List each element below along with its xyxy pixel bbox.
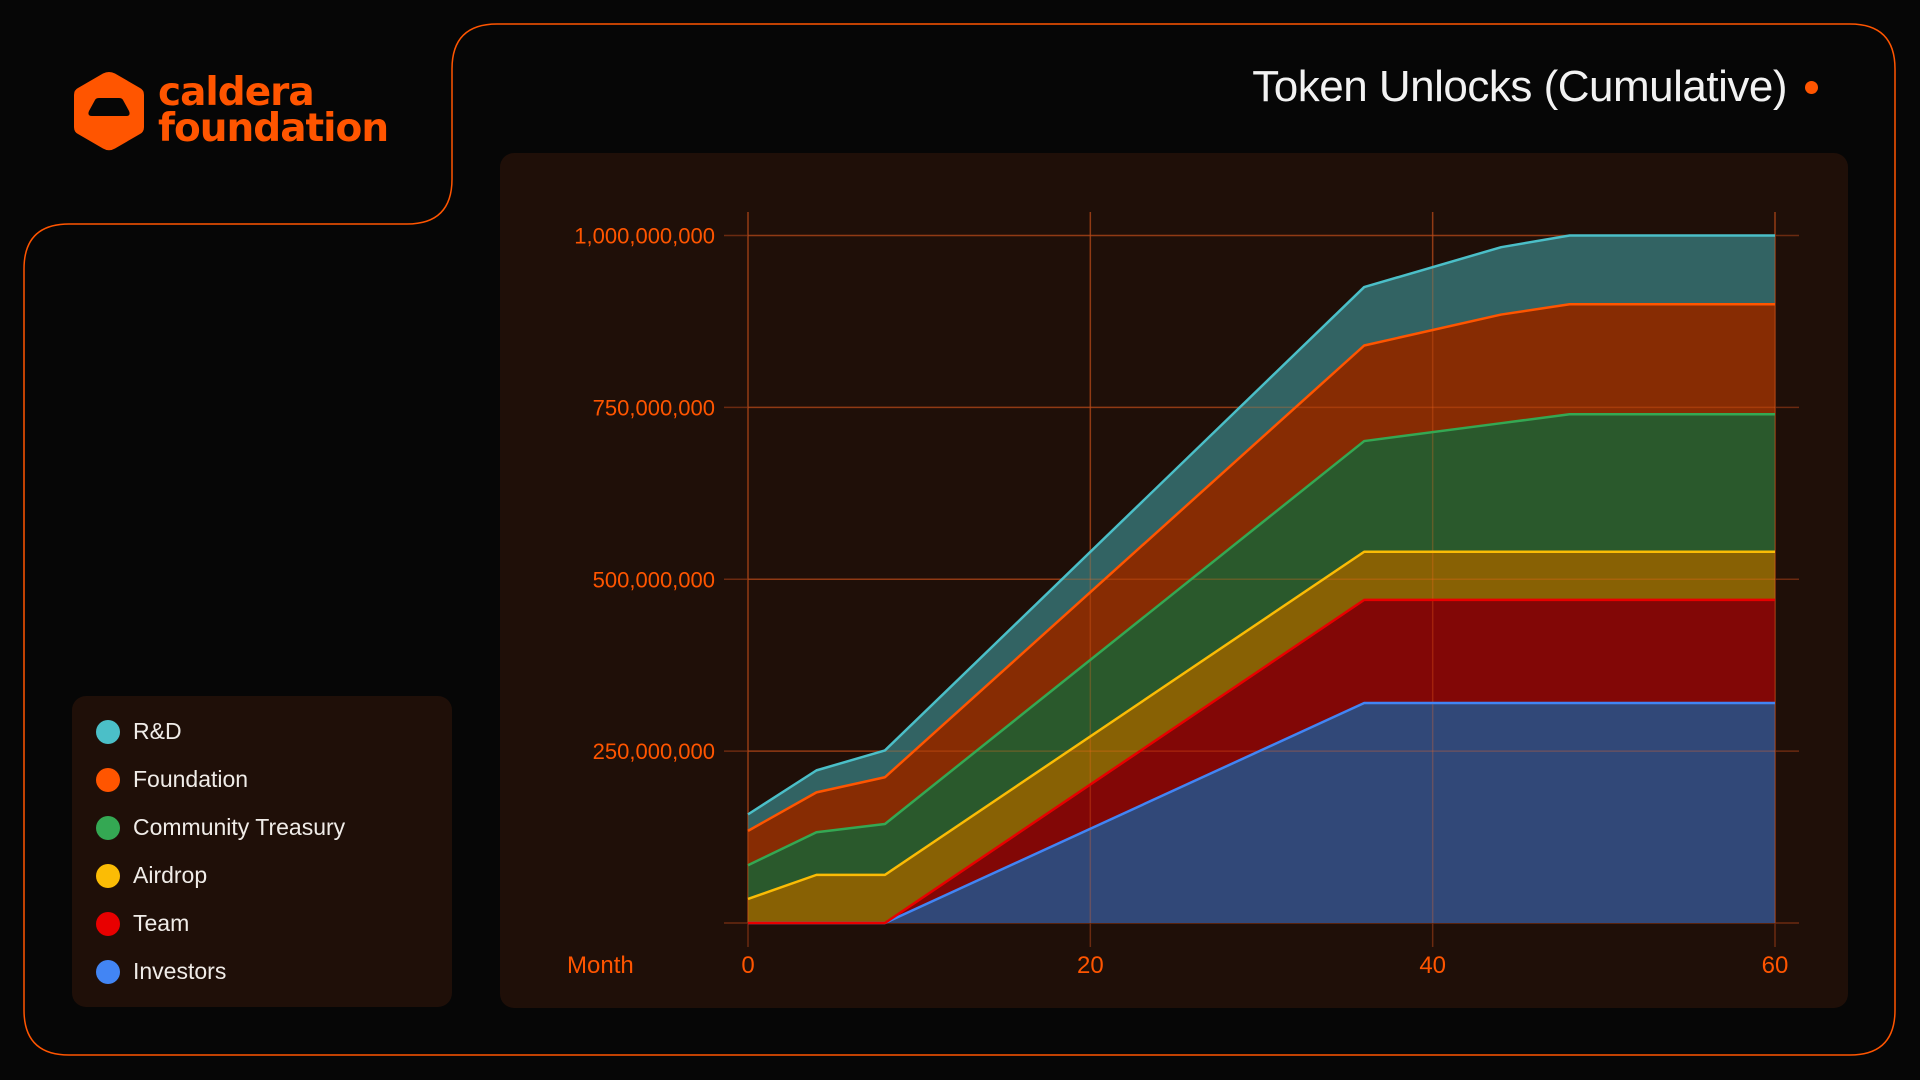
brand-logo: caldera foundation (72, 70, 389, 152)
y-tick-label: 1,000,000,000 (574, 224, 715, 249)
legend-dot-icon (96, 911, 120, 936)
y-tick-label: 250,000,000 (593, 739, 715, 764)
area-r-d (748, 235, 1775, 831)
legend-item: Airdrop (96, 862, 207, 889)
legend-label: Airdrop (133, 862, 208, 888)
legend-item: R&D (96, 718, 182, 745)
chart-title-text: Token Unlocks (Cumulative) (1252, 62, 1787, 111)
x-tick-label: 60 (1762, 952, 1789, 979)
x-axis-label: Month (567, 952, 634, 979)
x-tick-label: 20 (1077, 952, 1104, 979)
legend-label: R&D (133, 718, 182, 744)
caldera-hexagon-icon (74, 72, 144, 151)
brand-line-1: caldera (158, 70, 315, 115)
area-foundation (748, 304, 1775, 866)
area-airdrop (748, 551, 1775, 923)
line-foundation (747, 303, 1775, 832)
line-community-treasury (747, 413, 1775, 867)
legend-item: Investors (96, 958, 226, 985)
line-r-d (747, 234, 1775, 816)
legend-label: Foundation (133, 766, 249, 792)
status-dot-icon (1805, 80, 1818, 94)
legend-item: Foundation (96, 766, 248, 793)
legend-item: Community Treasury (96, 814, 345, 841)
brand-name: caldera foundation (158, 70, 389, 151)
chart-title: Token Unlocks (Cumulative) (1252, 62, 1818, 112)
legend-dot-icon (96, 767, 120, 792)
x-tick-label: 40 (1419, 952, 1446, 979)
legend-dot-icon (96, 815, 120, 840)
legend-item: Team (96, 910, 189, 937)
y-tick-label: 500,000,000 (593, 567, 715, 592)
brand-line-2: foundation (158, 106, 389, 151)
line-airdrop (747, 550, 1775, 901)
line-team (748, 598, 1775, 925)
legend-label: Community Treasury (133, 814, 346, 840)
area-community-treasury (748, 414, 1775, 899)
legend-dot-icon (96, 863, 120, 888)
chart-panel: 250,000,000 500,000,000 750,000,000 1,000,0… (500, 153, 1848, 1008)
legend-label: Team (133, 910, 190, 936)
x-tick-label: 0 (741, 952, 754, 979)
legend-dot-icon (96, 719, 120, 744)
stacked-area-chart: 250,000,000 500,000,000 750,000,000 1,000,0… (567, 212, 1799, 979)
chart-legend: R&D Foundation Community Treasury Airdrop Te… (72, 696, 452, 1007)
legend-dot-icon (96, 959, 120, 984)
y-tick-label: 750,000,000 (593, 395, 715, 420)
legend-label: Investors (133, 958, 227, 984)
